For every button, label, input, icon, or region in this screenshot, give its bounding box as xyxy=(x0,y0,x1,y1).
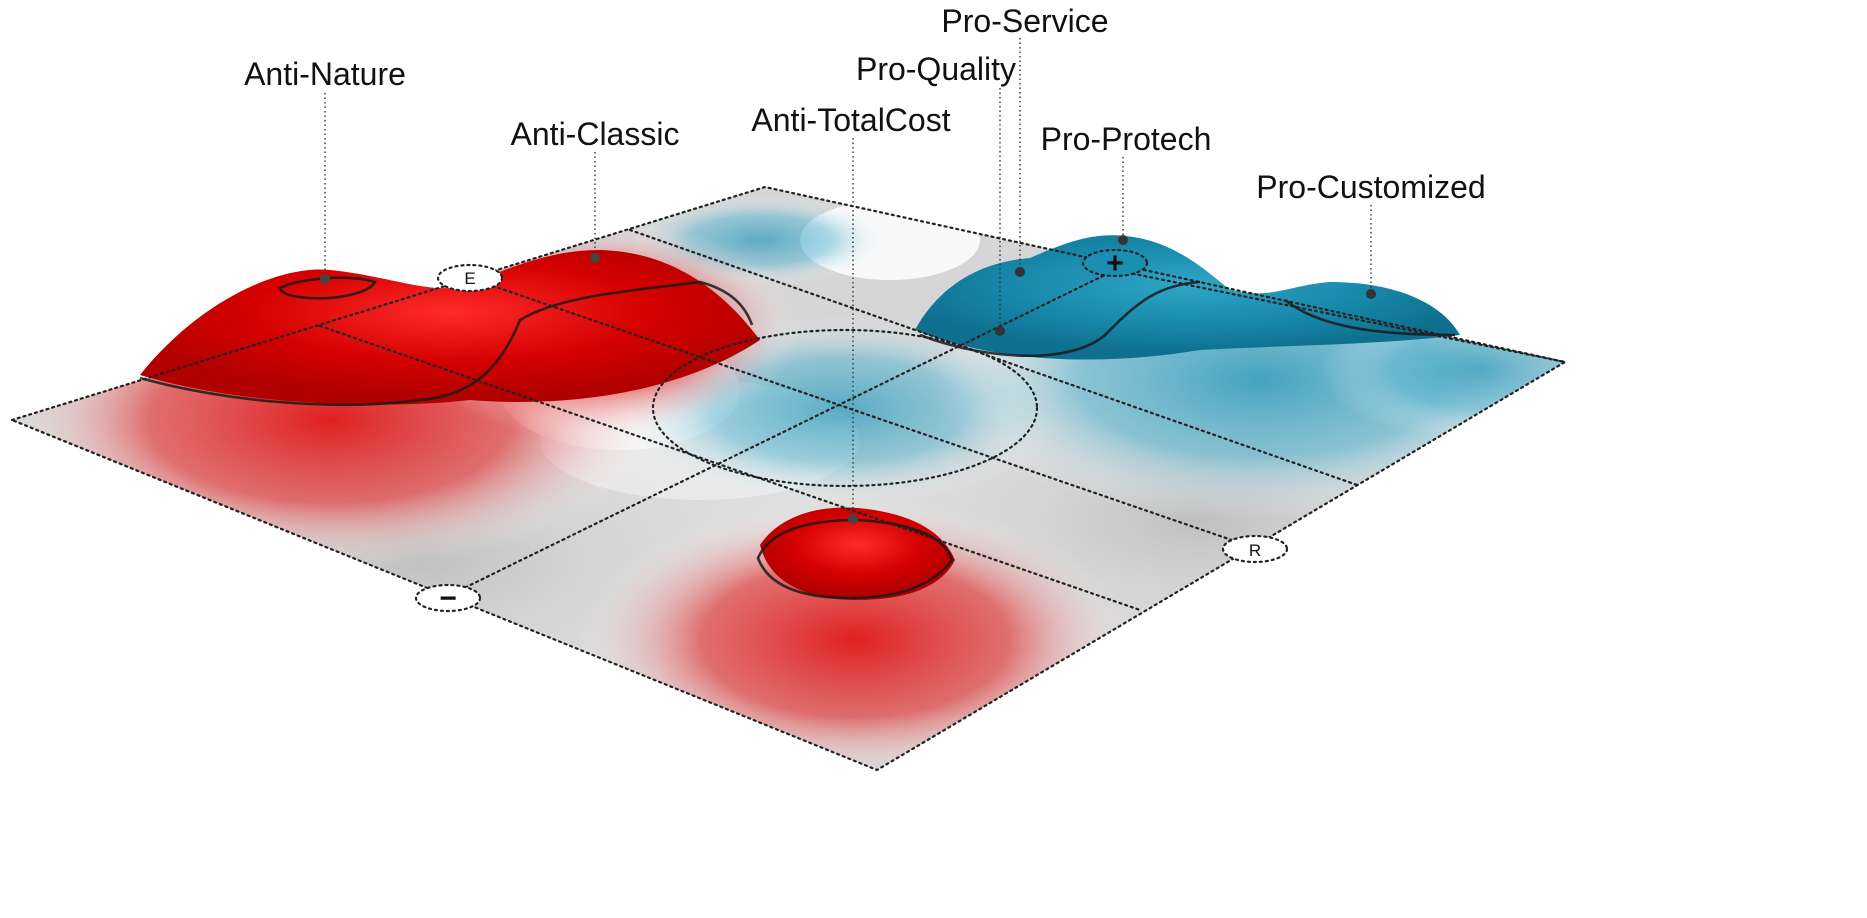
plane-frame xyxy=(8,185,1568,772)
label-pro-customized: Pro-Customized xyxy=(1256,169,1485,205)
surface-plane xyxy=(12,187,1565,770)
peak-dot-pro-customized xyxy=(1366,289,1376,299)
label-anti-totalcost: Anti-TotalCost xyxy=(751,102,950,138)
peak-dot-pro-protech xyxy=(1118,235,1128,245)
pro-peaks-surface xyxy=(915,235,1460,360)
peak-dot-anti-classic xyxy=(590,253,600,263)
peak-dot-pro-quality xyxy=(995,326,1005,336)
axis-minus-marker: − xyxy=(414,582,482,615)
peak-dots xyxy=(320,235,1376,524)
axis-minus-label: − xyxy=(439,582,457,615)
axis-markers: E R + − xyxy=(414,247,1289,615)
axis-e-marker: E xyxy=(436,263,504,293)
label-pro-protech: Pro-Protech xyxy=(1041,121,1212,157)
label-pro-quality: Pro-Quality xyxy=(856,51,1016,87)
label-pro-service: Pro-Service xyxy=(941,3,1108,39)
anti-peaks-surface xyxy=(140,250,955,600)
axis-r-label: R xyxy=(1249,541,1261,560)
label-anti-nature: Anti-Nature xyxy=(244,56,406,92)
peak-dot-anti-nature xyxy=(320,274,330,284)
label-anti-classic: Anti-Classic xyxy=(511,116,680,152)
leader-lines xyxy=(324,38,1372,519)
peak-dot-pro-service xyxy=(1015,267,1025,277)
axis-plus-label: + xyxy=(1106,247,1124,280)
peak-dot-anti-totalcost xyxy=(848,514,858,524)
axis-plus-marker: + xyxy=(1081,247,1149,280)
peak-labels: Anti-Nature Anti-Classic Anti-TotalCost … xyxy=(244,3,1486,205)
axis-r-marker: R xyxy=(1221,534,1289,564)
axis-e-label: E xyxy=(464,269,475,288)
